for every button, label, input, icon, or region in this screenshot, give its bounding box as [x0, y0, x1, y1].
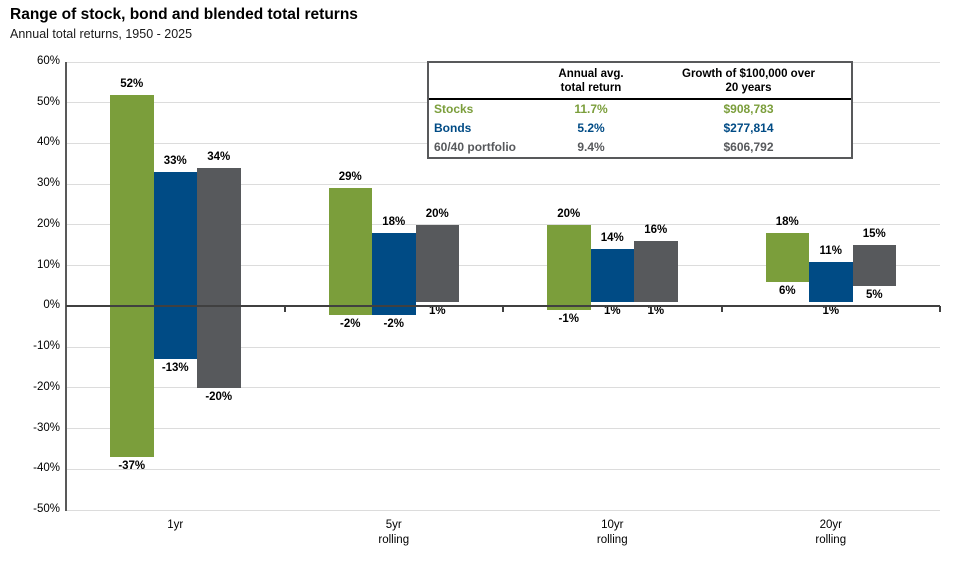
- range-bar-stocks: [328, 188, 372, 315]
- range-bar-60-40-portfolio: [852, 245, 896, 286]
- table-row-6040-label: 60/40 portfolio: [434, 140, 517, 154]
- bar-max-label: 18%: [775, 216, 799, 229]
- bar-min-label: -2%: [340, 317, 361, 330]
- bar-min-label: 5%: [865, 289, 883, 301]
- x-axis-label: 10yr rolling: [596, 519, 628, 546]
- range-bar-bonds: [372, 233, 416, 315]
- bar-max-label: 52%: [120, 77, 144, 90]
- table-row-bonds-avg: 5.2%: [577, 121, 605, 135]
- category-tick: [720, 306, 723, 313]
- y-axis-label: -40%: [33, 462, 60, 475]
- bar-min-label: 1%: [822, 305, 840, 318]
- y-axis-label: 40%: [36, 136, 60, 149]
- category-tick: [283, 306, 286, 313]
- table-corner-cell: [429, 63, 536, 100]
- table-row-stocks-growth: $908,783: [723, 102, 774, 116]
- table-header-growth: Growth of $100,000 over 20 years: [646, 63, 851, 100]
- bar-max-label: 11%: [819, 244, 842, 257]
- y-axis-label: -30%: [33, 421, 60, 434]
- x-axis-label: 20yr rolling: [815, 519, 847, 546]
- range-bar-bonds: [153, 171, 197, 360]
- gridline: [67, 346, 940, 348]
- bar-max-label: 33%: [163, 154, 187, 167]
- table-header-annual-avg: Annual avg. total return: [536, 63, 646, 100]
- y-axis-label: 60%: [36, 55, 60, 67]
- range-bar-bonds: [809, 261, 853, 303]
- y-axis-line: [65, 62, 67, 511]
- summary-table: Annual avg. total return Growth of $100,…: [427, 61, 853, 159]
- page-title: Range of stock, bond and blended total r…: [10, 6, 358, 23]
- bar-min-label: -37%: [118, 460, 146, 473]
- table-row-6040-growth: $606,792: [723, 140, 774, 154]
- bar-max-label: 20%: [557, 207, 581, 220]
- y-axis-label: -10%: [33, 340, 60, 353]
- gridline: [67, 428, 940, 430]
- bar-max-label: 16%: [644, 224, 668, 237]
- y-axis-label: 50%: [36, 95, 60, 108]
- bar-max-label: 34%: [207, 150, 231, 163]
- y-axis-label: 10%: [36, 258, 60, 271]
- page-subtitle: Annual total returns, 1950 - 2025: [10, 27, 193, 41]
- bar-max-label: 14%: [600, 232, 624, 245]
- y-axis-label: 20%: [36, 217, 60, 230]
- range-bar-60-40-portfolio: [634, 241, 678, 303]
- bar-max-label: 20%: [425, 207, 449, 220]
- table-row-stocks-avg: 11.7%: [574, 102, 608, 116]
- gridline: [67, 224, 940, 226]
- bar-min-label: 6%: [778, 284, 796, 297]
- gridline: [67, 387, 940, 389]
- table-row-6040-avg: 9.4%: [577, 140, 605, 154]
- gridline: [67, 509, 940, 511]
- y-axis-label: -50%: [33, 503, 60, 515]
- bar-min-label: -13%: [161, 362, 189, 375]
- table-row-stocks-label: Stocks: [434, 102, 474, 116]
- bar-min-label: 1%: [647, 305, 665, 318]
- range-bar-bonds: [590, 249, 634, 303]
- category-tick: [939, 306, 941, 313]
- bar-max-label: 29%: [338, 171, 362, 184]
- bar-max-label: 15%: [862, 228, 886, 241]
- bar-min-label: 1%: [428, 305, 446, 318]
- bar-min-label: -1%: [558, 313, 579, 326]
- y-axis-label: 30%: [36, 177, 60, 190]
- gridline: [67, 265, 940, 267]
- range-bar-60-40-portfolio: [197, 167, 241, 388]
- table-row-bonds-label: Bonds: [434, 121, 472, 135]
- bar-min-label: -2%: [383, 317, 404, 330]
- y-axis-label: 0%: [43, 299, 60, 312]
- bar-min-label: 1%: [603, 305, 621, 318]
- gridline: [67, 468, 940, 470]
- bar-min-label: -20%: [205, 390, 233, 403]
- y-axis-label: -20%: [33, 380, 60, 393]
- category-tick: [502, 306, 504, 313]
- gridline: [67, 183, 940, 185]
- table-row-bonds-growth: $277,814: [723, 121, 774, 135]
- range-bar-60-40-portfolio: [415, 224, 459, 303]
- x-axis-label: 5yr rolling: [378, 519, 410, 546]
- range-bar-stocks: [547, 224, 591, 311]
- range-bar-stocks: [765, 233, 809, 282]
- x-axis-label: 1yr: [167, 519, 184, 531]
- bar-max-label: 18%: [382, 216, 406, 229]
- range-bar-stocks: [110, 94, 154, 458]
